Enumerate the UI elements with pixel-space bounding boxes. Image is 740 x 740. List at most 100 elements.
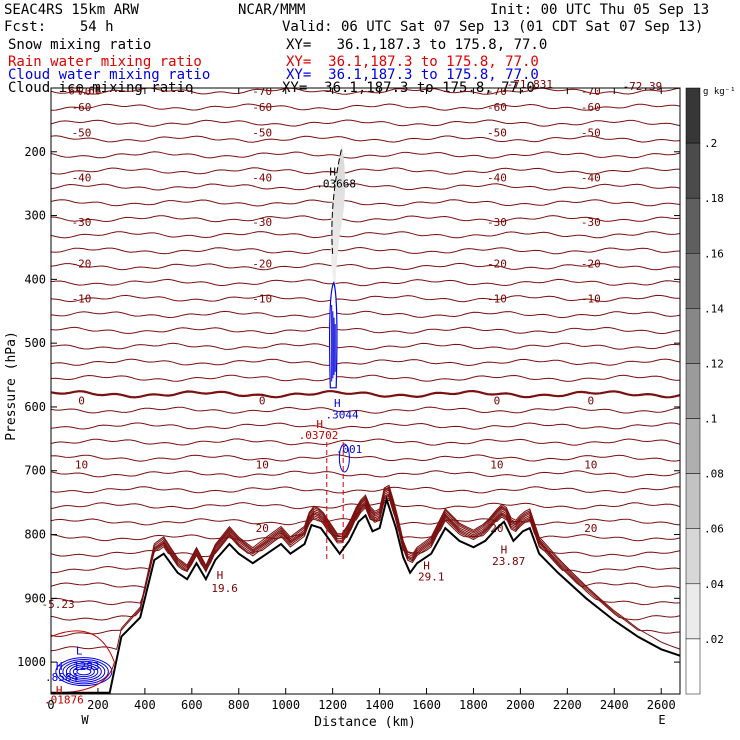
colorbar-unit: g kg⁻¹ bbox=[703, 87, 736, 97]
contour-label: -10 bbox=[487, 293, 507, 306]
contour-label: -20 bbox=[252, 257, 272, 270]
east-label: E bbox=[658, 713, 665, 727]
annotation-label: -71.831 bbox=[507, 78, 553, 91]
annotation-label: .8584 bbox=[45, 671, 78, 684]
x-axis-label: Distance (km) bbox=[314, 715, 416, 730]
field-name-cloud-water: Cloud water mixing ratio bbox=[8, 67, 211, 83]
annotation-label: -72.39 bbox=[623, 80, 663, 93]
contour-label: -10 bbox=[581, 293, 601, 306]
isotherm-line bbox=[51, 246, 680, 255]
ice-contour bbox=[331, 146, 343, 254]
isotherm-line bbox=[51, 278, 680, 287]
colorbar-label: .04 bbox=[704, 578, 724, 591]
contour-label: -50 bbox=[252, 127, 272, 140]
field-name-snow: Snow mixing ratio bbox=[8, 37, 152, 53]
colorbar-label: .14 bbox=[704, 302, 724, 315]
colorbar-swatch bbox=[685, 308, 701, 364]
cloud-water-contour bbox=[65, 662, 102, 681]
x-tick-label: 400 bbox=[134, 698, 156, 712]
contour-label: 10 bbox=[75, 458, 88, 471]
contour-label: -30 bbox=[581, 216, 601, 229]
annotation-label: 19.6 bbox=[211, 582, 238, 595]
annotation-label: -64.66 bbox=[62, 84, 102, 97]
isotherm-line bbox=[51, 495, 680, 542]
isotherm-line bbox=[51, 167, 680, 175]
annotation-label: L bbox=[76, 644, 83, 657]
annotation-label: .01876 bbox=[44, 694, 84, 707]
annotation-label: 29.1 bbox=[418, 570, 445, 583]
x-tick-label: 600 bbox=[181, 698, 203, 712]
annotation-label: H bbox=[329, 165, 336, 178]
isotherm-line bbox=[51, 342, 680, 351]
colorbar-swatch bbox=[685, 142, 701, 199]
isotherm-line bbox=[51, 358, 680, 367]
colorbar-label: .16 bbox=[704, 247, 724, 260]
contour-label: -70 bbox=[72, 85, 92, 98]
terrain-line bbox=[51, 495, 681, 694]
y-tick-label: 700 bbox=[24, 464, 46, 478]
colorbar-swatch bbox=[685, 473, 701, 529]
isotherm-line bbox=[51, 438, 680, 446]
contour-label: 0 bbox=[259, 395, 266, 408]
contour-label: -20 bbox=[487, 257, 507, 270]
colorbar-swatch bbox=[685, 87, 701, 144]
model-title: SEAC4RS 15km ARW bbox=[4, 2, 139, 18]
isotherm-line bbox=[51, 183, 680, 191]
annotation-label: H bbox=[56, 660, 63, 673]
contour-label: 10 bbox=[490, 458, 503, 471]
contour-label: -50 bbox=[72, 127, 92, 140]
terrain-profile bbox=[51, 495, 681, 694]
annotation-label: 1283 bbox=[73, 660, 100, 673]
contour-label: -30 bbox=[252, 216, 272, 229]
contour-label: -60 bbox=[72, 101, 92, 114]
contour-label: -40 bbox=[252, 171, 272, 184]
isotherm-line bbox=[51, 231, 680, 239]
forecast-hour: Fcst: 54 h bbox=[4, 19, 114, 35]
x-tick-label: 2200 bbox=[553, 698, 582, 712]
isotherm-line bbox=[51, 486, 680, 494]
annotation-label: H bbox=[501, 544, 508, 557]
x-tick-label: 1200 bbox=[318, 698, 347, 712]
annotation-label: .03702 bbox=[299, 429, 339, 442]
annotation-label: .3044 bbox=[325, 408, 358, 421]
isotherm-line bbox=[51, 326, 680, 335]
contour-label: -40 bbox=[581, 171, 601, 184]
contour-label: -50 bbox=[581, 127, 601, 140]
annotation-label: -5.23 bbox=[41, 598, 74, 611]
y-tick-label: 300 bbox=[24, 209, 46, 223]
y-tick-label: 1000 bbox=[17, 655, 46, 669]
isotherm-line bbox=[51, 489, 680, 606]
y-tick-label: 800 bbox=[24, 528, 46, 542]
colorbar-swatch bbox=[685, 363, 701, 419]
cloud-water-contour bbox=[62, 660, 106, 683]
annotation-label: .03668 bbox=[316, 178, 356, 191]
isotherm-line bbox=[51, 422, 680, 430]
cloud-water-contour bbox=[55, 657, 113, 687]
isotherm-line bbox=[51, 389, 680, 399]
rain-contour bbox=[50, 630, 115, 694]
isotherm-line bbox=[51, 374, 680, 382]
colorbar-swatch bbox=[685, 583, 701, 640]
field-xy-cloud-water: XY= 36.1,187.3 to 175.8, 77.0 bbox=[286, 67, 539, 83]
annotation-label: 23.87 bbox=[492, 555, 525, 568]
colorbar-label: .02 bbox=[704, 633, 724, 646]
contour-label: -70 bbox=[487, 85, 507, 98]
colorbar-label: .2 bbox=[704, 137, 717, 150]
isotherm-line bbox=[51, 497, 680, 526]
y-tick-label: 400 bbox=[24, 272, 46, 286]
axes: 0 200 400 600 800 1000 1200 1400 1600 1800 2000 220… bbox=[17, 88, 680, 712]
annotation-label: H bbox=[423, 560, 430, 573]
contour-label: -50 bbox=[487, 127, 507, 140]
contour-label: -40 bbox=[487, 171, 507, 184]
x-tick-label: 1000 bbox=[271, 698, 300, 712]
x-tick-label: 800 bbox=[228, 698, 250, 712]
chart-annotations: -72.39-64.66 -71.831H.03668H.3044.001H.03… bbox=[41, 78, 662, 707]
colorbar-swatch bbox=[685, 418, 701, 474]
colorbar-label: .1 bbox=[704, 413, 717, 426]
contour-label: 10 bbox=[256, 458, 269, 471]
isotherm-line bbox=[51, 294, 680, 303]
colorbar-swatch bbox=[685, 253, 701, 309]
isotherm-line bbox=[51, 310, 680, 319]
contour-label: -20 bbox=[581, 257, 601, 270]
